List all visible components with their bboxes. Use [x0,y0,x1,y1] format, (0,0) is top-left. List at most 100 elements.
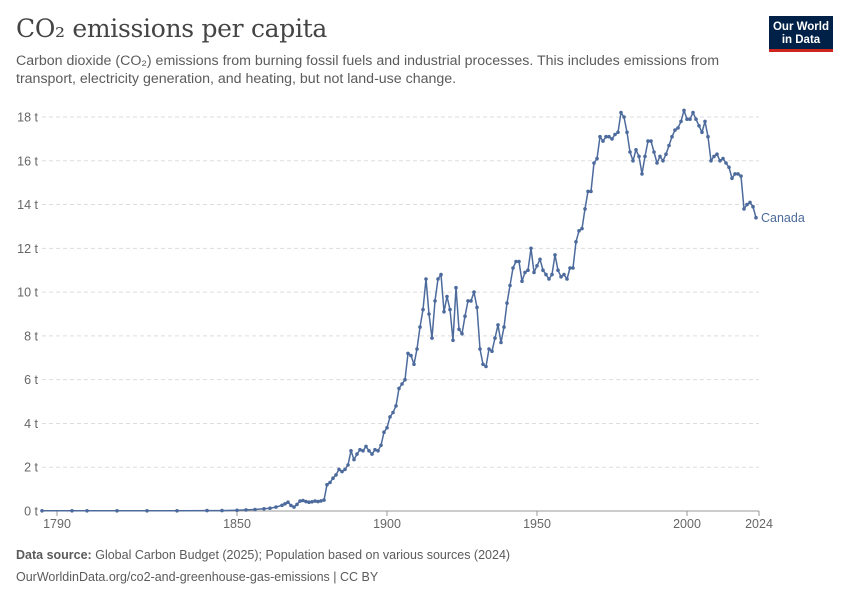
data-point [736,172,740,176]
data-point [457,327,461,332]
data-point [643,154,647,159]
chart-title: CO₂ emissions per capita [16,14,328,43]
data-point [400,382,404,386]
data-point [697,124,701,128]
x-tick-label: 1900 [373,517,401,531]
data-point [616,130,620,135]
data-point [463,314,467,319]
data-point [70,509,74,513]
data-point [748,200,752,205]
data-point [85,509,89,513]
data-point [550,272,554,277]
data-point [385,426,389,430]
data-point [235,508,239,513]
data-point [439,272,443,277]
data-point [610,137,614,141]
data-point [364,444,368,449]
data-point [655,161,659,165]
data-point [682,108,686,113]
data-point [373,447,377,452]
data-point [316,499,320,504]
y-tick-label: 8 t [24,329,38,343]
data-point [604,134,608,139]
data-point [598,134,602,139]
data-point [415,347,419,351]
y-tick-label: 16 t [17,154,38,168]
data-point [460,331,464,336]
y-tick-label: 12 t [17,242,38,256]
data-point [307,500,311,505]
data-point [634,148,638,152]
data-point [379,443,383,448]
data-point [478,347,482,351]
data-point [568,266,572,270]
data-point [544,272,548,277]
data-point [304,499,308,504]
data-point [406,351,410,356]
data-point [688,117,692,121]
data-point [670,134,674,139]
data-point [346,463,350,467]
data-point [715,152,719,156]
owid-logo[interactable]: Our World in Data [769,16,833,52]
data-point [484,364,488,369]
data-point [733,172,737,176]
data-point [358,447,362,452]
data-point [754,215,758,220]
data-point [244,508,248,512]
data-point [613,132,617,137]
data-point [529,246,533,251]
x-axis: 1790 1850 1900 1950 2000 2024 [42,510,773,531]
data-point [376,449,380,453]
data-point [535,264,539,268]
data-point [646,139,650,143]
data-point [718,159,722,163]
x-tick-label: 2000 [673,517,701,531]
data-point [583,207,587,211]
y-tick-label: 6 t [24,373,38,387]
data-point [523,270,527,275]
data-point [481,362,485,367]
url-license[interactable]: OurWorldinData.org/co2-and-greenhouse-ga… [16,570,379,584]
data-point [349,449,353,453]
data-point [499,340,503,345]
y-tick-label: 2 t [24,461,38,475]
data-point [175,509,179,513]
data-point [322,498,326,502]
data-point [580,226,584,231]
data-point [673,128,677,132]
logo-line-1: Our World [772,21,829,33]
data-point [334,473,338,477]
data-point [115,509,119,513]
data-point [700,130,704,135]
data-point [442,310,446,314]
data-point [649,139,653,143]
data-point [652,150,656,154]
data-point [355,452,359,456]
data-point [403,377,407,382]
data-point [298,499,302,503]
data-point [418,325,422,329]
data-point [730,176,734,181]
data-point [574,240,578,244]
y-tick-label: 4 t [24,417,38,431]
x-tick-label: 1850 [223,517,251,531]
data-point [292,505,296,509]
data-point [433,299,437,303]
data-point [691,110,695,115]
data-point [664,152,668,156]
data-point [274,505,278,509]
data-point [490,349,494,354]
data-point [724,161,728,165]
data-point [532,270,536,275]
data-point [739,174,743,178]
logo-line-2: in Data [781,33,821,46]
data-point [625,130,629,135]
x-tick-label: 1950 [523,517,551,531]
data-point [577,229,581,233]
data-point [382,430,386,435]
data-point [289,503,293,508]
data-point [679,119,683,124]
data-point [745,202,749,207]
data-point [421,307,425,312]
